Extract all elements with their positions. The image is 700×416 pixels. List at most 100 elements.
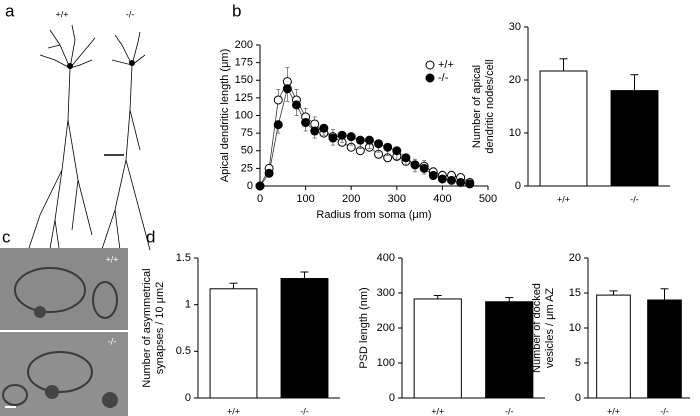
bar [485, 301, 534, 399]
marker [428, 170, 438, 180]
legend-marker [425, 73, 435, 83]
em-texture [34, 306, 118, 408]
bar [647, 299, 682, 399]
bar [596, 294, 631, 399]
y-tick-label: 20 [509, 74, 521, 86]
bar [539, 70, 588, 187]
y-tick-label: 20 [569, 252, 581, 264]
y-axis-label: Apical dendritic length (μm) [219, 49, 231, 183]
x-tick-label: -/- [300, 406, 309, 416]
marker [282, 84, 292, 94]
marker [419, 163, 429, 173]
y-tick-label: 15 [569, 287, 581, 299]
y-tick-label: 0.5 [176, 345, 191, 357]
y-axis-label: vesicles / μm AZ [544, 288, 556, 369]
marker [291, 100, 301, 110]
genotype-label: +/+ [55, 9, 68, 19]
y-tick-label: 0 [575, 392, 581, 404]
marker [273, 95, 283, 105]
y-tick-label: 0 [247, 180, 253, 192]
y-tick-label: 10 [509, 127, 521, 139]
y-tick-label: 175 [235, 57, 253, 69]
y-axis-label: Number of apical [471, 65, 483, 148]
panel-label: a [5, 1, 15, 20]
x-tick-label: -/- [660, 406, 669, 416]
x-tick-label: +/+ [431, 406, 444, 416]
y-tick-label: 5 [575, 357, 581, 369]
marker [355, 135, 365, 145]
marker [364, 135, 374, 145]
marker [383, 142, 393, 152]
x-tick-label: 300 [388, 193, 406, 205]
y-tick-label: 150 [235, 74, 253, 86]
y-tick-label: 1 [185, 299, 191, 311]
marker [273, 120, 283, 130]
x-tick-label: 100 [296, 193, 314, 205]
series-line [259, 87, 470, 187]
y-tick-label: 200 [235, 39, 253, 51]
y-axis-label: synapses / 10 μm2 [154, 282, 166, 375]
marker [264, 168, 274, 178]
genotype-label: +/+ [105, 254, 118, 264]
y-tick-label: 400 [377, 252, 395, 264]
x-tick-label: -/- [505, 406, 514, 416]
y-tick-label: 300 [377, 287, 395, 299]
x-tick-label: +/+ [227, 406, 240, 416]
x-tick-label: 500 [479, 193, 497, 205]
bar [610, 90, 659, 187]
bar [280, 278, 329, 399]
marker [255, 181, 265, 191]
neuron-tracing [24, 24, 151, 261]
y-tick-label: 100 [235, 109, 253, 121]
bar [209, 288, 258, 399]
marker [337, 130, 347, 140]
legend-label: -/- [438, 72, 449, 84]
x-tick-label: +/+ [607, 406, 620, 416]
marker [319, 123, 329, 133]
y-axis-label: PSD length (nm) [358, 287, 370, 368]
x-tick-label: 200 [342, 193, 360, 205]
legend-marker [425, 60, 435, 70]
x-axis-label: Radius from soma (μm) [316, 209, 431, 221]
em-texture [2, 267, 118, 406]
panel-label: b [232, 1, 241, 20]
y-axis-label: Number of asymmetrical [141, 268, 153, 387]
y-tick-label: 0 [389, 392, 395, 404]
x-tick-label: -/- [630, 194, 639, 204]
marker [410, 160, 420, 170]
y-tick-label: 50 [241, 145, 253, 157]
y-axis-label: dendritic nodes/cell [484, 59, 496, 153]
genotype-label: -/- [108, 336, 117, 346]
y-tick-label: 75 [241, 127, 253, 139]
y-tick-label: 25 [241, 162, 253, 174]
y-tick-label: 10 [569, 322, 581, 334]
marker [456, 177, 466, 187]
y-tick-label: 1.5 [176, 252, 191, 264]
marker [346, 132, 356, 142]
y-tick-label: 0 [185, 392, 191, 404]
y-axis-label: Number of docked [531, 283, 543, 373]
soma [129, 60, 135, 66]
genotype-label: -/- [126, 9, 135, 19]
marker [465, 179, 475, 189]
panel-label: d [146, 227, 155, 246]
soma [67, 63, 73, 69]
legend-label: +/+ [438, 59, 454, 71]
marker [310, 126, 320, 136]
x-tick-label: 400 [433, 193, 451, 205]
y-tick-label: 0 [515, 180, 521, 192]
marker [328, 133, 338, 143]
marker [374, 139, 384, 149]
marker [447, 175, 457, 185]
y-tick-label: 200 [377, 322, 395, 334]
y-tick-label: 100 [377, 357, 395, 369]
marker [401, 153, 411, 163]
x-tick-label: +/+ [557, 194, 570, 204]
x-tick-label: 0 [257, 193, 263, 205]
em-image [0, 248, 128, 330]
marker [301, 118, 311, 128]
series-line [259, 80, 470, 187]
marker [437, 174, 447, 184]
panel-label: c [2, 227, 11, 246]
